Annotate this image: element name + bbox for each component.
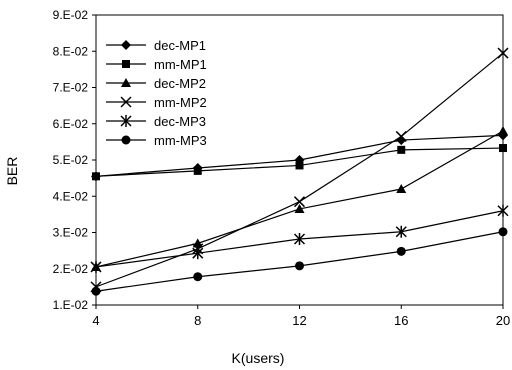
point-mm-mp3-marker [295, 261, 304, 271]
legend: dec-MP1 mm-MP1 dec-MP2 mm-MP2 dec-MP3 mm-MP3 [106, 38, 207, 148]
point-mm-mp2-marker [395, 130, 407, 142]
legend-mm-mp1-marker [122, 60, 130, 68]
point-dec-mp3-marker [395, 225, 407, 238]
x-tick-label: 4 [92, 313, 99, 328]
y-tick-label: 8.E-02 [53, 44, 89, 58]
y-tick-label: 1.E-02 [53, 298, 89, 312]
point-dec-mp3-marker [293, 233, 306, 246]
legend-mm-mp3-marker [121, 135, 131, 145]
series-line-dec-mp2 [95, 130, 504, 268]
x-tick-label: 20 [496, 313, 510, 328]
plot-frame [95, 14, 504, 306]
point-mm-mp1-marker [295, 161, 304, 170]
legend-label-dec-mp1: dec-MP1 [154, 38, 206, 53]
y-tick-label: 7.E-02 [53, 81, 89, 95]
y-axis-ticks: 1.E-02 2.E-02 3.E-02 4.E-02 5.E-02 6.E-02 7.E-… [53, 8, 96, 312]
y-tick-label: 2.E-02 [53, 262, 89, 276]
legend-label-mm-mp3: mm-MP3 [154, 133, 207, 148]
legend-label-mm-mp2: mm-MP2 [154, 95, 207, 110]
legend-dec-mp1-marker [121, 40, 131, 50]
y-tick-label: 9.E-02 [53, 8, 89, 22]
legend-dec-mp2-marker [121, 78, 131, 87]
point-mm-mp3-marker [193, 272, 203, 282]
x-tick-label: 12 [292, 313, 306, 328]
y-tick-label: 5.E-02 [53, 153, 89, 167]
point-mm-mp2-marker [293, 196, 306, 208]
x-tick-label: 8 [194, 313, 201, 328]
y-axis-label: BER [4, 157, 20, 186]
point-mm-mp1-marker [397, 145, 406, 154]
point-dec-mp3-marker [192, 247, 204, 260]
point-dec-mp1-marker [396, 135, 407, 146]
point-dec-mp2-marker [294, 203, 305, 213]
x-axis-label: K(users) [232, 350, 285, 366]
legend-label-dec-mp3: dec-MP3 [154, 114, 206, 129]
point-dec-mp2-marker [192, 238, 203, 248]
legend-label-dec-mp2: dec-MP2 [154, 76, 206, 91]
point-mm-mp1-marker [193, 166, 202, 175]
x-tick-label: 16 [394, 313, 408, 328]
legend-label-mm-mp1: mm-MP1 [154, 57, 207, 72]
legend-mm-mp2-marker [120, 96, 132, 108]
y-tick-label: 6.E-02 [53, 117, 89, 131]
point-dec-mp2-marker [396, 184, 407, 193]
y-tick-label: 3.E-02 [53, 226, 89, 240]
x-axis-ticks: 4 8 12 16 20 [92, 305, 510, 328]
point-mm-mp3-marker [396, 246, 406, 256]
y-tick-label: 4.E-02 [53, 189, 89, 203]
legend-dec-mp3-marker [120, 115, 132, 127]
